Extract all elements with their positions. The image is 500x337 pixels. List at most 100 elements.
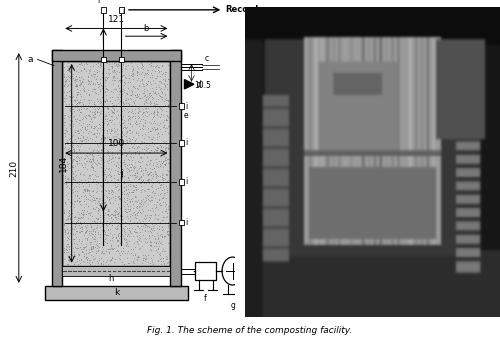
Point	[100, 176, 108, 181]
Point	[130, 85, 138, 90]
Point	[72, 83, 80, 89]
Point	[164, 224, 172, 230]
Point	[126, 95, 134, 100]
Point	[104, 70, 112, 76]
Point	[125, 148, 133, 154]
Point	[83, 124, 91, 129]
Point	[80, 244, 88, 249]
Point	[73, 86, 81, 92]
Point	[106, 117, 114, 122]
Point	[68, 66, 76, 71]
Point	[132, 184, 140, 189]
Point	[102, 193, 110, 199]
Point	[77, 228, 85, 234]
Point	[74, 129, 82, 134]
Point	[122, 152, 130, 158]
Point	[159, 125, 167, 130]
Bar	[52, 50, 181, 61]
Point	[89, 228, 97, 233]
Point	[105, 221, 113, 226]
Point	[123, 213, 131, 218]
Point	[66, 138, 74, 144]
Point	[114, 135, 122, 141]
Point	[104, 153, 112, 158]
Point	[116, 241, 124, 246]
Point	[82, 258, 90, 263]
Point	[121, 103, 129, 109]
Point	[67, 182, 75, 187]
Point	[62, 193, 70, 198]
Point	[65, 78, 73, 83]
Point	[84, 78, 92, 83]
Point	[114, 64, 122, 69]
Point	[96, 63, 104, 68]
Point	[94, 73, 102, 79]
Point	[118, 117, 126, 122]
Point	[94, 125, 102, 130]
Point	[62, 247, 70, 252]
Point	[145, 235, 153, 240]
Point	[155, 159, 163, 164]
Point	[112, 162, 120, 167]
Point	[152, 75, 160, 80]
Point	[96, 76, 104, 82]
Point	[148, 95, 156, 100]
Point	[114, 171, 122, 177]
Point	[162, 171, 170, 176]
Point	[69, 171, 77, 176]
Point	[96, 102, 104, 108]
Point	[76, 109, 84, 115]
Point	[162, 201, 170, 207]
Point	[164, 228, 172, 234]
Point	[142, 97, 150, 102]
Point	[95, 104, 103, 110]
Point	[114, 168, 122, 174]
Point	[148, 128, 156, 134]
Point	[122, 66, 130, 71]
Point	[104, 104, 112, 110]
Point	[138, 158, 146, 164]
Point	[86, 116, 94, 121]
Point	[152, 92, 160, 97]
Point	[94, 148, 102, 153]
Point	[144, 260, 152, 265]
Point	[122, 191, 130, 197]
Point	[138, 201, 145, 206]
Point	[142, 256, 150, 262]
Point	[142, 80, 150, 85]
Point	[70, 158, 78, 163]
Point	[109, 189, 117, 194]
Point	[150, 244, 158, 249]
Point	[146, 101, 154, 106]
Point	[78, 137, 86, 142]
Point	[79, 246, 87, 252]
Point	[102, 80, 110, 85]
Point	[72, 68, 80, 73]
Point	[104, 105, 112, 111]
Point	[75, 211, 83, 216]
Point	[98, 260, 106, 266]
Point	[105, 196, 113, 201]
Point	[112, 89, 120, 94]
Point	[95, 130, 103, 135]
Point	[136, 163, 144, 168]
Point	[101, 200, 109, 205]
Point	[74, 246, 82, 251]
Point	[78, 129, 86, 134]
Point	[68, 258, 76, 264]
Point	[95, 68, 103, 73]
Point	[62, 202, 70, 207]
Point	[114, 194, 122, 200]
Point	[92, 127, 100, 132]
Point	[158, 218, 166, 223]
Point	[138, 206, 145, 211]
Point	[90, 125, 98, 130]
Point	[112, 215, 120, 220]
Point	[120, 132, 128, 137]
Point	[60, 98, 68, 103]
Point	[78, 257, 86, 263]
Point	[86, 173, 94, 179]
Point	[92, 173, 100, 179]
Point	[68, 164, 76, 170]
Point	[66, 78, 74, 83]
